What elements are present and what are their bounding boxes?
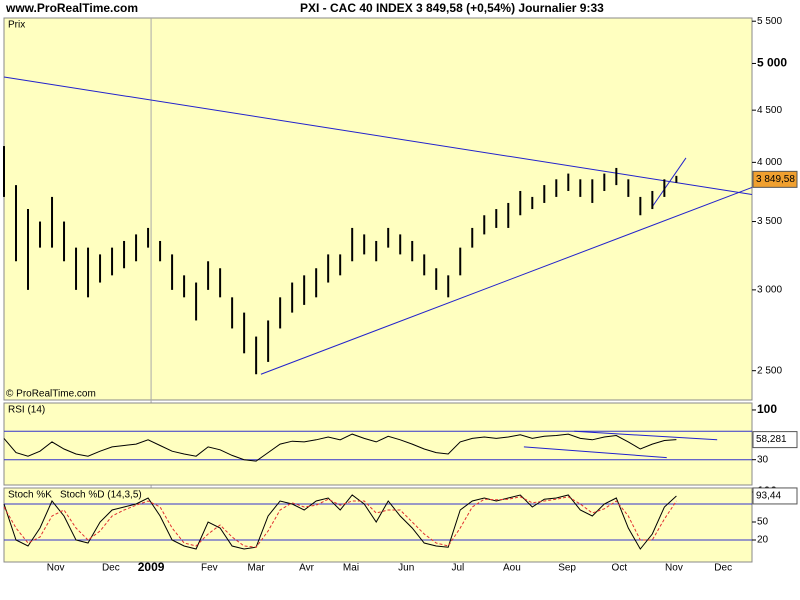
- credit: © ProRealTime.com: [6, 389, 96, 400]
- x-tick-label: Jun: [398, 563, 414, 574]
- y-tick-label: 3 500: [757, 216, 782, 227]
- x-tick-label: Dec: [102, 563, 120, 574]
- last-label: 3 849,58: [756, 174, 795, 185]
- trendline: [574, 430, 718, 441]
- x-tick-label: Dec: [714, 563, 732, 574]
- last-box: [752, 170, 798, 188]
- y-tick-label: 100: [757, 402, 777, 416]
- panel-title: Stoch %K: [8, 490, 52, 501]
- y-tick-label: 30: [757, 454, 769, 465]
- x-tick-label: Oct: [612, 563, 628, 574]
- y-tick-label: 4 000: [757, 157, 782, 168]
- x-tick-label: Nov: [665, 563, 683, 574]
- legend-label: Stoch %D (14,3,5): [60, 490, 142, 501]
- x-tick-label: Aou: [503, 563, 521, 574]
- trendline: [260, 186, 753, 375]
- x-tick-label: Mai: [343, 563, 359, 574]
- x-tick-label: Nov: [47, 563, 65, 574]
- y-tick-label: 20: [757, 535, 769, 546]
- x-tick-label: 2009: [138, 560, 165, 574]
- x-tick-label: Jul: [451, 563, 464, 574]
- last-label: 93,44: [756, 491, 781, 502]
- series-line: [3, 494, 677, 550]
- x-tick-label: Avr: [299, 563, 314, 574]
- y-tick-label: 4 500: [757, 105, 782, 116]
- last-label: 58,281: [756, 434, 787, 445]
- last-box: [752, 487, 798, 505]
- panel-bg: [3, 402, 753, 486]
- y-tick-label: 3 000: [757, 285, 782, 296]
- site: www.ProRealTime.com: [5, 1, 138, 15]
- trendline: [651, 157, 687, 207]
- chart-title: PXI - CAC 40 INDEX 3 849,58 (+0,54%) Jou…: [300, 1, 604, 15]
- last-box: [752, 431, 798, 449]
- series-line: [3, 496, 677, 548]
- y-tick-label: 2 500: [757, 365, 782, 376]
- x-tick-label: Sep: [558, 563, 576, 574]
- series-line: [3, 433, 677, 462]
- panel-bg: [3, 17, 753, 401]
- panel-title: RSI (14): [8, 405, 45, 416]
- x-tick-label: Mar: [248, 563, 266, 574]
- y-tick-label: 5 000: [757, 56, 787, 70]
- y-tick-label: 5 500: [757, 16, 782, 27]
- y-tick-label: 50: [757, 517, 769, 528]
- trendline: [523, 446, 667, 459]
- trendline: [3, 76, 753, 196]
- panel-title: Prix: [8, 20, 25, 31]
- x-tick-label: Fev: [201, 563, 218, 574]
